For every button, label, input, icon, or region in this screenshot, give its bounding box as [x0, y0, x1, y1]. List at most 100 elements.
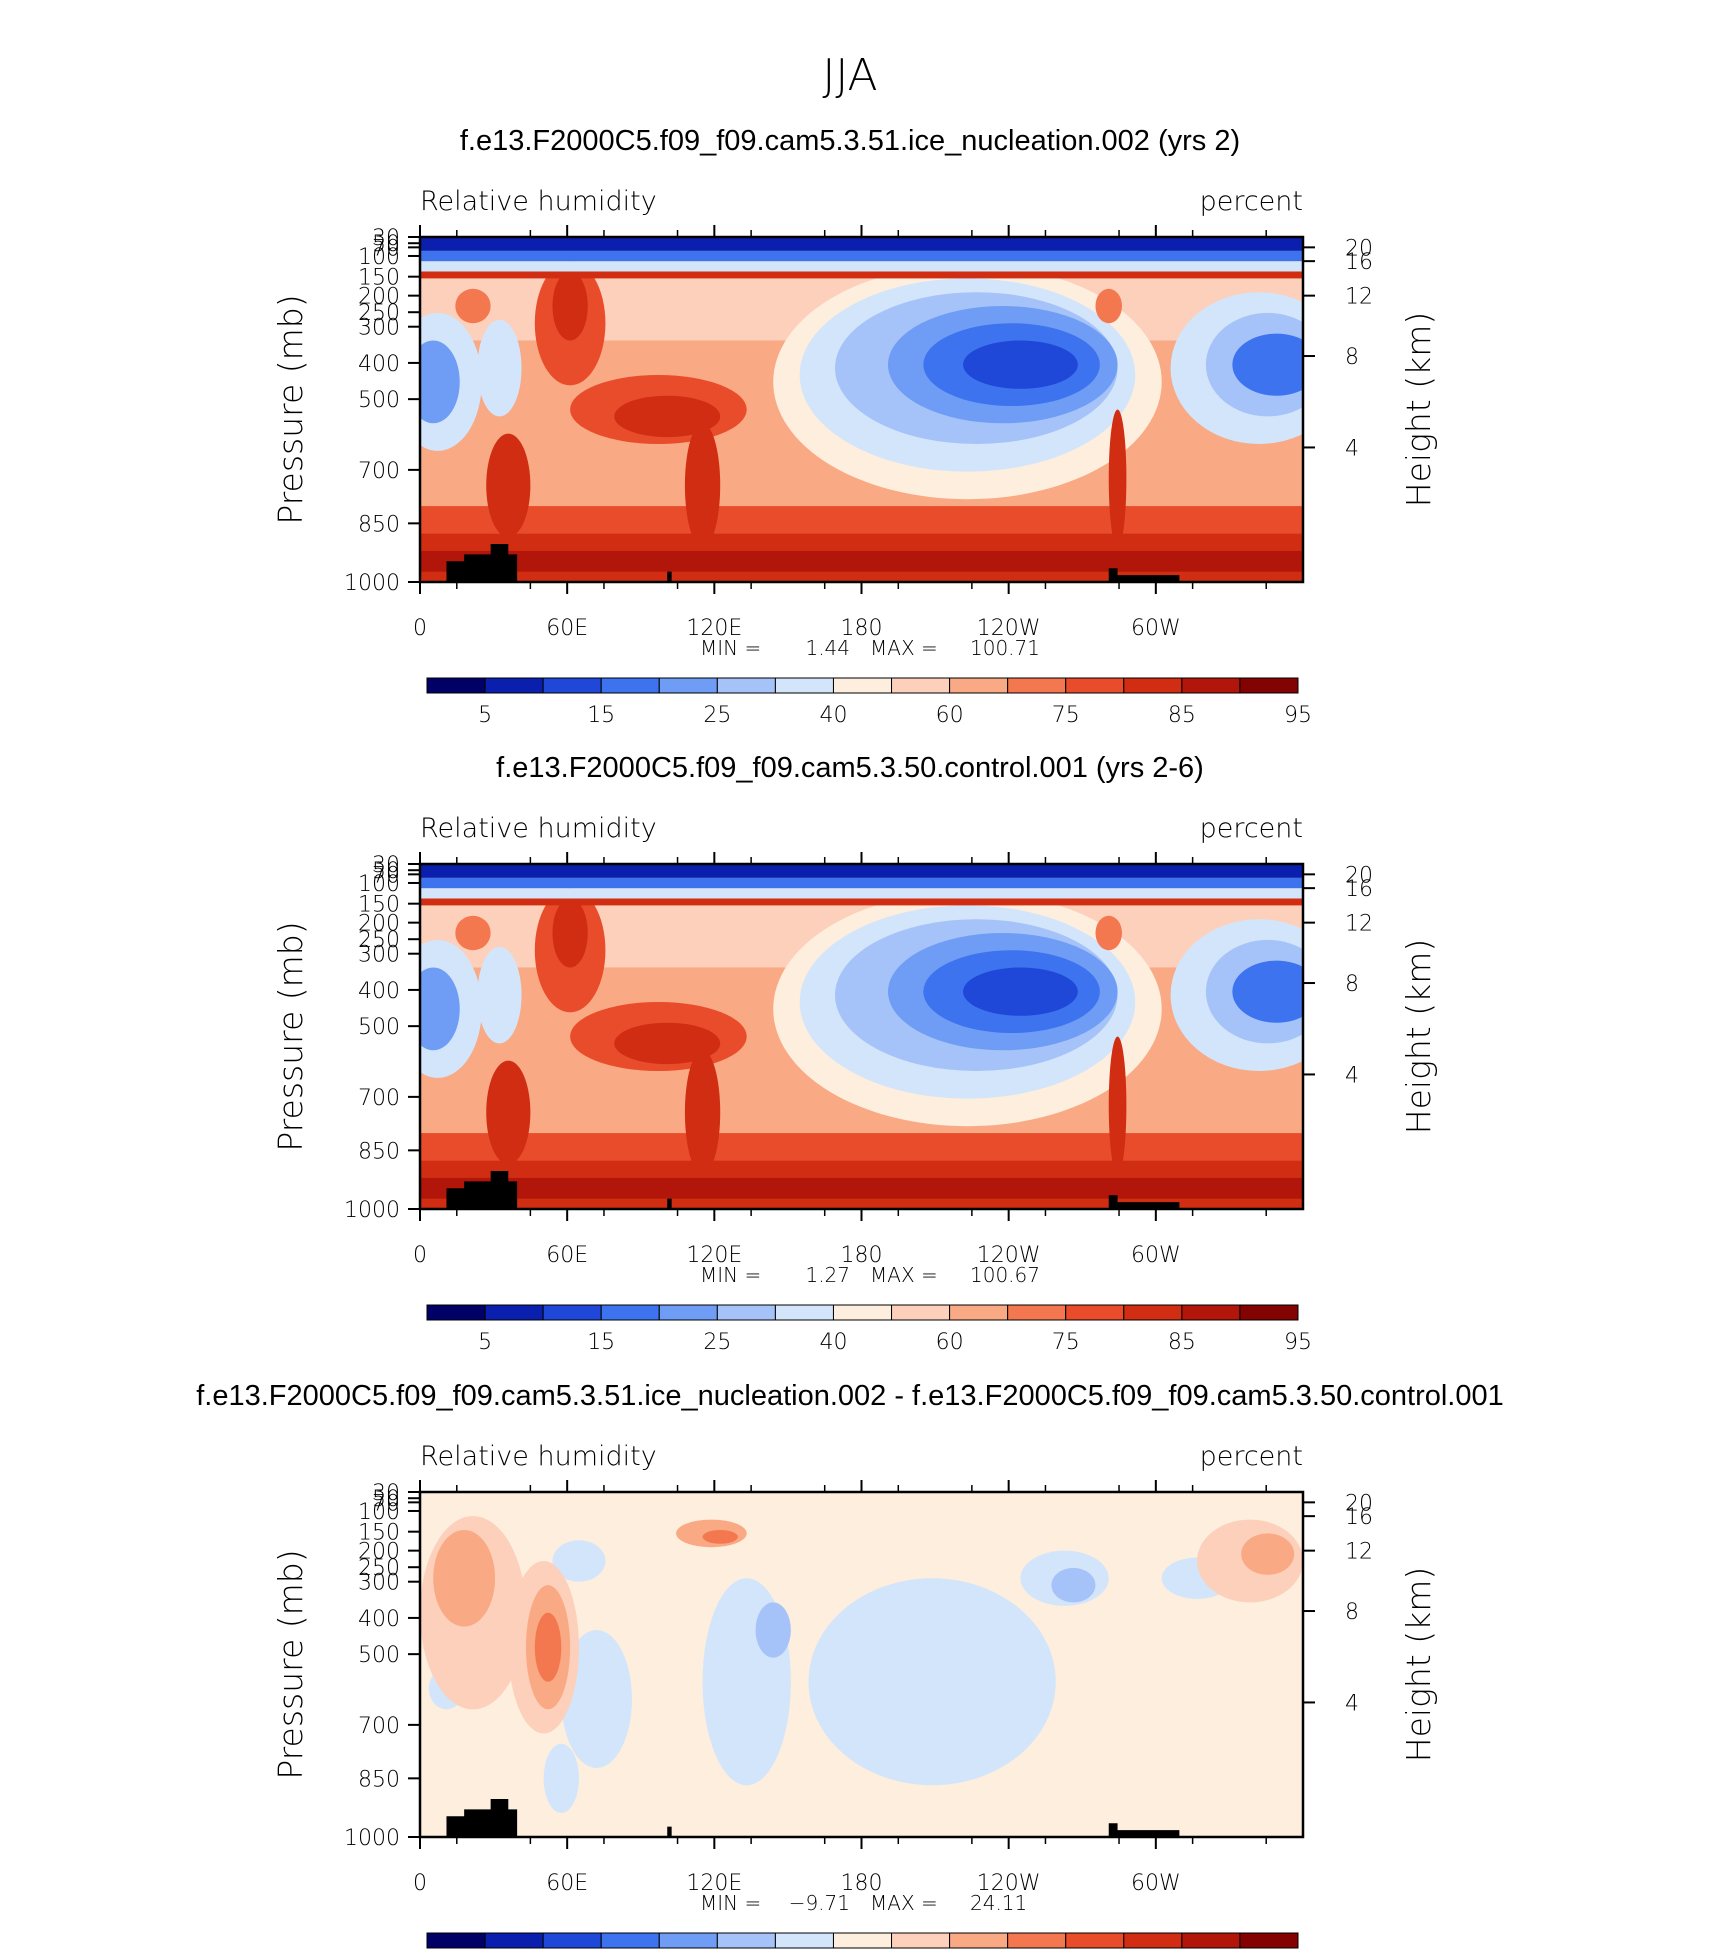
colorbar-swatch [949, 1304, 1009, 1321]
contour-region [420, 1177, 1303, 1199]
contour-field [420, 864, 1303, 1209]
max-label: MAX = [870, 1263, 938, 1287]
colorbar-swatch [1181, 677, 1241, 694]
colorbar-swatch [426, 677, 486, 694]
panel-title: f.e13.F2000C5.f09_f09.cam5.3.51.ice_nucl… [196, 1380, 1504, 1412]
colorbar-swatch [716, 1304, 776, 1321]
contour-region [420, 898, 1303, 906]
contour-region [420, 340, 460, 424]
contour-region [1095, 288, 1122, 324]
y-tick-label: 50 [372, 1487, 400, 1512]
colorbar-label: 85 [1168, 1330, 1196, 1355]
contour-region [702, 1529, 738, 1544]
max-value: 100.71 [970, 636, 1040, 660]
max-value: 100.67 [970, 1263, 1040, 1287]
y2-axis-title: Height (km) [1399, 312, 1438, 507]
contour-region [420, 237, 1303, 251]
topography [1108, 1823, 1180, 1837]
y-tick-label: 70 [372, 1491, 400, 1516]
x-tick-label: 120E [686, 1243, 742, 1268]
x-tick-label: 0 [413, 1871, 427, 1896]
y-tick-label: 250 [358, 1556, 400, 1581]
colorbar-swatch [658, 677, 718, 694]
y-tick-label: 500 [358, 388, 400, 413]
y2-tick-label: 12 [1345, 1540, 1373, 1565]
y2-tick-label: 16 [1345, 877, 1373, 902]
topography [1108, 1195, 1180, 1209]
colorbar-swatch [1007, 677, 1067, 694]
contour-region [420, 250, 1303, 262]
colorbar-swatch [1239, 1932, 1299, 1949]
variable-label: Relative humidity [420, 813, 657, 844]
y-tick-label: 500 [358, 1015, 400, 1040]
contour-region [420, 888, 1303, 899]
colorbar-label: 75 [1052, 703, 1080, 728]
y-tick-label: 1000 [344, 571, 400, 596]
y-tick-label: 70 [372, 236, 400, 261]
y-tick-label: 850 [358, 512, 400, 537]
colorbar-swatch [658, 1304, 718, 1321]
panel-title: f.e13.F2000C5.f09_f09.cam5.3.51.ice_nucl… [460, 125, 1240, 157]
contour-region [552, 271, 588, 341]
page-title: JJA [822, 50, 877, 101]
colorbar-label: 95 [1284, 1330, 1312, 1355]
y-tick-label: 100 [358, 1500, 400, 1525]
colorbar-swatch [484, 1932, 544, 1949]
max-value: 24.11 [970, 1891, 1027, 1915]
topography [446, 1799, 518, 1837]
y-tick-label: 30 [372, 1481, 400, 1506]
chart-panel-2: f.e13.F2000C5.f09_f09.cam5.3.50.control.… [271, 752, 1438, 1355]
colorbar-label: 40 [819, 1330, 847, 1355]
colorbar-swatch [1065, 1304, 1125, 1321]
contour-region [420, 271, 1303, 279]
contour-region [420, 864, 1303, 878]
colorbar-swatch [484, 677, 544, 694]
colorbar-label: 5 [478, 1330, 492, 1355]
y-tick-label: 70 [372, 863, 400, 888]
panel-title: f.e13.F2000C5.f09_f09.cam5.3.50.control.… [496, 752, 1204, 784]
contour-region [1108, 409, 1127, 548]
y2-tick-label: 4 [1345, 1691, 1359, 1716]
contour-region [1232, 960, 1303, 1023]
colorbar-swatch [542, 1304, 602, 1321]
x-tick-label: 180 [841, 616, 883, 641]
contour-region [543, 1743, 579, 1813]
y2-tick-label: 8 [1345, 345, 1359, 370]
topography [667, 1198, 672, 1209]
y-tick-label: 50 [372, 859, 400, 884]
y-tick-label: 400 [358, 1607, 400, 1632]
colorbar-swatch [832, 1932, 893, 1949]
units-label: percent [1200, 813, 1303, 844]
colorbar-label: 15 [587, 1330, 615, 1355]
contour-region [486, 433, 531, 538]
contour-region [552, 898, 588, 968]
min-label: MIN = [700, 1891, 761, 1915]
colorbar-swatch [774, 1932, 834, 1949]
contour-region [561, 1630, 632, 1768]
colorbar-swatch [1123, 1932, 1183, 1949]
min-label: MIN = [700, 636, 761, 660]
y-tick-label: 30 [372, 226, 400, 251]
contour-region [614, 395, 721, 438]
y-axis-title: Pressure (mb) [271, 1549, 310, 1779]
min-value: 1.27 [805, 1263, 850, 1287]
topography [1108, 568, 1180, 582]
max-label: MAX = [870, 1891, 938, 1915]
y2-tick-label: 12 [1345, 912, 1373, 937]
y2-tick-label: 8 [1345, 1600, 1359, 1625]
colorbar-swatch [1123, 1304, 1183, 1321]
y-tick-label: 850 [358, 1139, 400, 1164]
y-tick-label: 200 [358, 1540, 400, 1565]
y-tick-label: 700 [358, 459, 400, 484]
colorbar-label: 5 [478, 703, 492, 728]
contour-region [486, 1060, 531, 1165]
colorbar-label: 60 [936, 1330, 964, 1355]
y-tick-label: 250 [358, 928, 400, 953]
y2-tick-label: 4 [1345, 1063, 1359, 1088]
colorbar-swatch [949, 1932, 1009, 1949]
y-tick-label: 400 [358, 352, 400, 377]
colorbar-swatch [1007, 1304, 1067, 1321]
x-tick-label: 120W [977, 616, 1041, 641]
contour-region [420, 877, 1303, 889]
x-tick-label: 180 [841, 1243, 883, 1268]
